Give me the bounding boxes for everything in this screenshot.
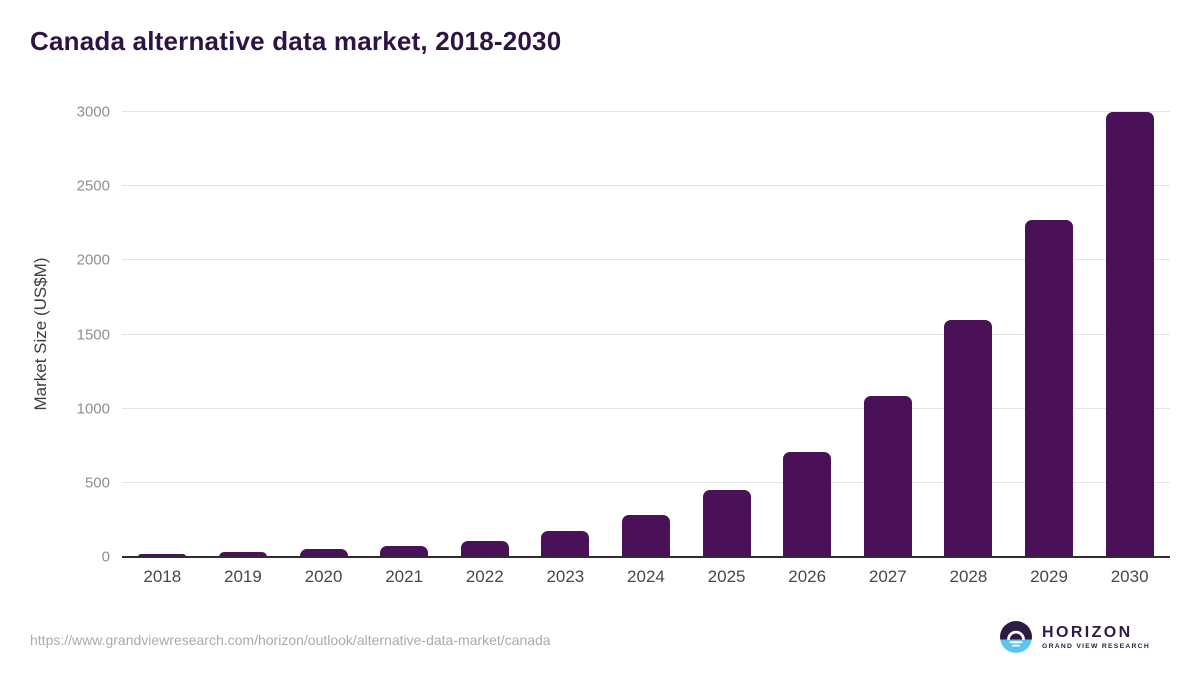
bar-group-2028	[928, 112, 1009, 557]
bar-group-2020	[283, 112, 364, 557]
x-tick-label-2025: 2025	[707, 567, 746, 586]
bar-group-2029	[1009, 112, 1090, 557]
chart-title: Canada alternative data market, 2018-203…	[30, 26, 562, 56]
horizon-logo: HORIZON GRAND VIEW RESEARCH	[1000, 621, 1150, 653]
bar-2023	[541, 530, 590, 557]
logo-subtitle: GRAND VIEW RESEARCH	[1042, 643, 1150, 651]
x-axis-line	[122, 556, 1170, 558]
bar-group-2019	[203, 112, 284, 557]
x-tick-label-2029: 2029	[1030, 567, 1068, 586]
bar-group-2026	[767, 112, 848, 557]
bar-2021	[380, 545, 429, 557]
logo-text: HORIZON GRAND VIEW RESEARCH	[1042, 624, 1150, 651]
bar-group-2021	[364, 112, 445, 557]
bar-group-2025	[686, 112, 767, 557]
y-tick-label-1000: 1000	[76, 400, 110, 418]
x-tick-label-2027: 2027	[868, 567, 907, 586]
y-tick-label-1500: 1500	[76, 326, 110, 343]
bar-2019	[218, 551, 267, 557]
bars-container	[122, 112, 1170, 557]
gridline-3000	[122, 111, 1170, 112]
x-tick-label-2018: 2018	[143, 567, 182, 586]
x-tick-label-2021: 2021	[385, 567, 424, 586]
y-tick-label-0: 0	[101, 548, 110, 566]
bar-2024	[621, 514, 670, 557]
logo-wordmark: HORIZON	[1042, 623, 1133, 641]
gridline-2000	[122, 259, 1170, 261]
bar-group-2024	[606, 112, 687, 557]
bar-2026	[783, 451, 832, 557]
x-tick-label-2022: 2022	[465, 567, 504, 586]
gridline-1000	[122, 407, 1170, 409]
y-tick-label-2500: 2500	[76, 177, 110, 195]
gridline-2500	[122, 185, 1170, 187]
bar-group-2030	[1089, 112, 1170, 557]
x-tick-label-2019: 2019	[224, 567, 262, 586]
bar-2022	[460, 540, 509, 557]
bar-group-2018	[122, 112, 203, 557]
bar-2018	[138, 553, 187, 557]
bar-2029	[1025, 220, 1073, 557]
x-tick-label-2028: 2028	[949, 567, 988, 586]
bar-group-2027	[847, 112, 928, 557]
bar-2028	[944, 319, 993, 557]
source-url: https://www.grandviewresearch.com/horizo…	[30, 632, 551, 648]
horizon-logo-icon	[1000, 621, 1033, 653]
gridline-500	[122, 481, 1170, 483]
bar-group-2022	[444, 112, 525, 557]
x-tick-label-2026: 2026	[788, 567, 827, 586]
x-tick-label-2020: 2020	[304, 567, 343, 586]
x-tick-label-2023: 2023	[546, 567, 585, 586]
bar-group-2023	[525, 112, 606, 557]
y-tick-label-2000: 2000	[76, 251, 110, 269]
gridline-1500	[122, 333, 1170, 335]
x-axis-ticks: 2018 2019 2020 2021 2022 2023 2024 2025 2026 2027…	[122, 567, 1170, 587]
bar-2030	[1105, 112, 1154, 557]
plot-area	[122, 111, 1170, 558]
y-tick-label-500: 500	[84, 474, 110, 492]
y-tick-label-3000: 3000	[76, 103, 110, 121]
x-tick-label-2024: 2024	[627, 567, 665, 586]
bar-2025	[702, 489, 751, 557]
bar-2020	[299, 549, 348, 557]
y-axis-ticks: 0 500 1000 1500 2000 2500 3000	[0, 104, 110, 566]
x-tick-label-2030: 2030	[1110, 567, 1149, 586]
bar-2027	[863, 396, 912, 557]
